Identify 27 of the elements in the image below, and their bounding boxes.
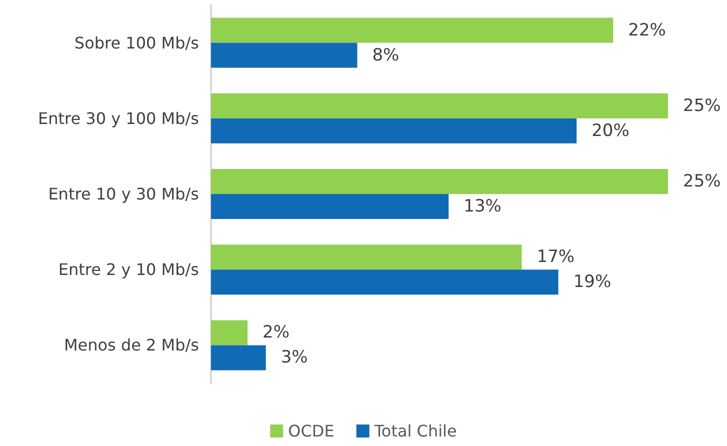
data-label: 3% [280, 348, 308, 368]
data-label: 17% [536, 247, 575, 268]
bar [211, 93, 668, 118]
y-tick-label: Entre 2 y 10 Mb/s [58, 260, 199, 280]
legend-label: Total Chile [373, 422, 457, 440]
y-tick-label: Sobre 100 Mb/s [74, 33, 199, 52]
data-label: 22% [628, 20, 666, 40]
data-label: 20% [592, 120, 630, 141]
data-label: 25% [683, 172, 721, 192]
bar [211, 270, 558, 295]
bar [211, 118, 577, 144]
y-tick-label: Menos de 2 Mb/s [64, 336, 199, 355]
bar [211, 169, 668, 194]
data-label: 8% [372, 45, 400, 66]
bar [211, 18, 614, 43]
bar [211, 194, 449, 219]
data-label: 2% [262, 322, 290, 343]
bar [211, 320, 248, 346]
y-tick-label: Entre 30 y 100 Mb/s [38, 108, 199, 128]
data-label: 13% [464, 196, 502, 216]
bar [211, 42, 358, 68]
legend-label: OCDE [288, 422, 334, 440]
bar [211, 244, 522, 270]
bar [211, 345, 266, 370]
data-label: 19% [573, 272, 612, 292]
data-label: 25% [683, 96, 721, 116]
y-tick-label: Entre 10 y 30 Mb/s [48, 184, 199, 204]
